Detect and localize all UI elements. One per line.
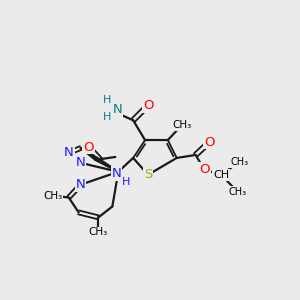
- Text: O: O: [199, 163, 210, 176]
- Text: N: N: [112, 103, 122, 116]
- Text: H: H: [103, 112, 112, 122]
- Text: N: N: [76, 178, 86, 191]
- Text: H: H: [122, 177, 130, 187]
- Text: N: N: [64, 146, 74, 160]
- Text: CH₃: CH₃: [43, 190, 62, 201]
- Text: O: O: [143, 99, 153, 112]
- Text: CH: CH: [213, 170, 230, 180]
- Text: O: O: [204, 136, 215, 148]
- Text: O: O: [83, 140, 94, 154]
- Text: N: N: [111, 167, 121, 180]
- Text: N: N: [76, 156, 86, 170]
- Text: H: H: [103, 95, 112, 106]
- Text: CH₃: CH₃: [230, 157, 248, 167]
- Text: CH₃: CH₃: [228, 187, 246, 196]
- Text: CH₃: CH₃: [89, 227, 108, 237]
- Text: CH₃: CH₃: [172, 120, 191, 130]
- Text: S: S: [144, 168, 152, 181]
